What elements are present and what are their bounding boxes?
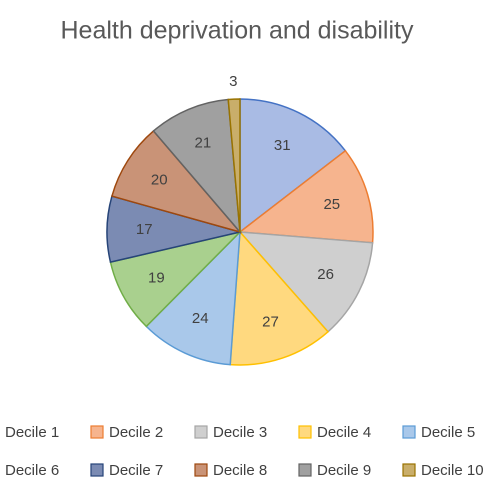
pie-slice	[238, 149, 374, 244]
legend-label: Decile 10	[421, 462, 484, 479]
legend-label: Decile 2	[109, 424, 163, 441]
pie-slice	[145, 230, 241, 366]
legend-swatch	[90, 425, 104, 439]
data-label: 21	[195, 135, 212, 152]
chart-title: Health deprivation and disability	[61, 17, 414, 45]
data-label: 25	[323, 196, 340, 213]
legend-label: Decile 6	[5, 462, 59, 479]
pie-slice	[238, 231, 374, 333]
legend-label: Decile 4	[317, 424, 371, 441]
data-label: 24	[192, 310, 209, 327]
legend-label: Decile 3	[213, 424, 267, 441]
data-label: 17	[136, 221, 153, 238]
pie-slice	[227, 98, 241, 233]
legend-swatch	[90, 463, 104, 477]
data-label: 31	[274, 137, 291, 154]
legend-swatch	[194, 463, 208, 477]
pie-slice	[229, 230, 330, 366]
pie-slice	[110, 129, 243, 234]
legend-swatch	[194, 425, 208, 439]
data-label: 20	[151, 171, 168, 188]
legend-swatch	[402, 463, 416, 477]
pie-slice	[152, 98, 241, 235]
legend-swatch	[298, 425, 312, 439]
data-label: 3	[229, 73, 237, 90]
legend-label: Decile 8	[213, 462, 267, 479]
legend-label: Decile 5	[421, 424, 475, 441]
pie-slice	[239, 98, 347, 234]
data-label: 19	[148, 270, 165, 287]
legend-swatch	[298, 463, 312, 477]
data-label: 26	[317, 266, 334, 283]
legend-label: Decile 1	[5, 424, 59, 441]
legend-label: Decile 7	[109, 462, 163, 479]
legend-label: Decile 9	[317, 462, 371, 479]
legend-swatch	[402, 425, 416, 439]
data-label: 27	[262, 314, 279, 331]
